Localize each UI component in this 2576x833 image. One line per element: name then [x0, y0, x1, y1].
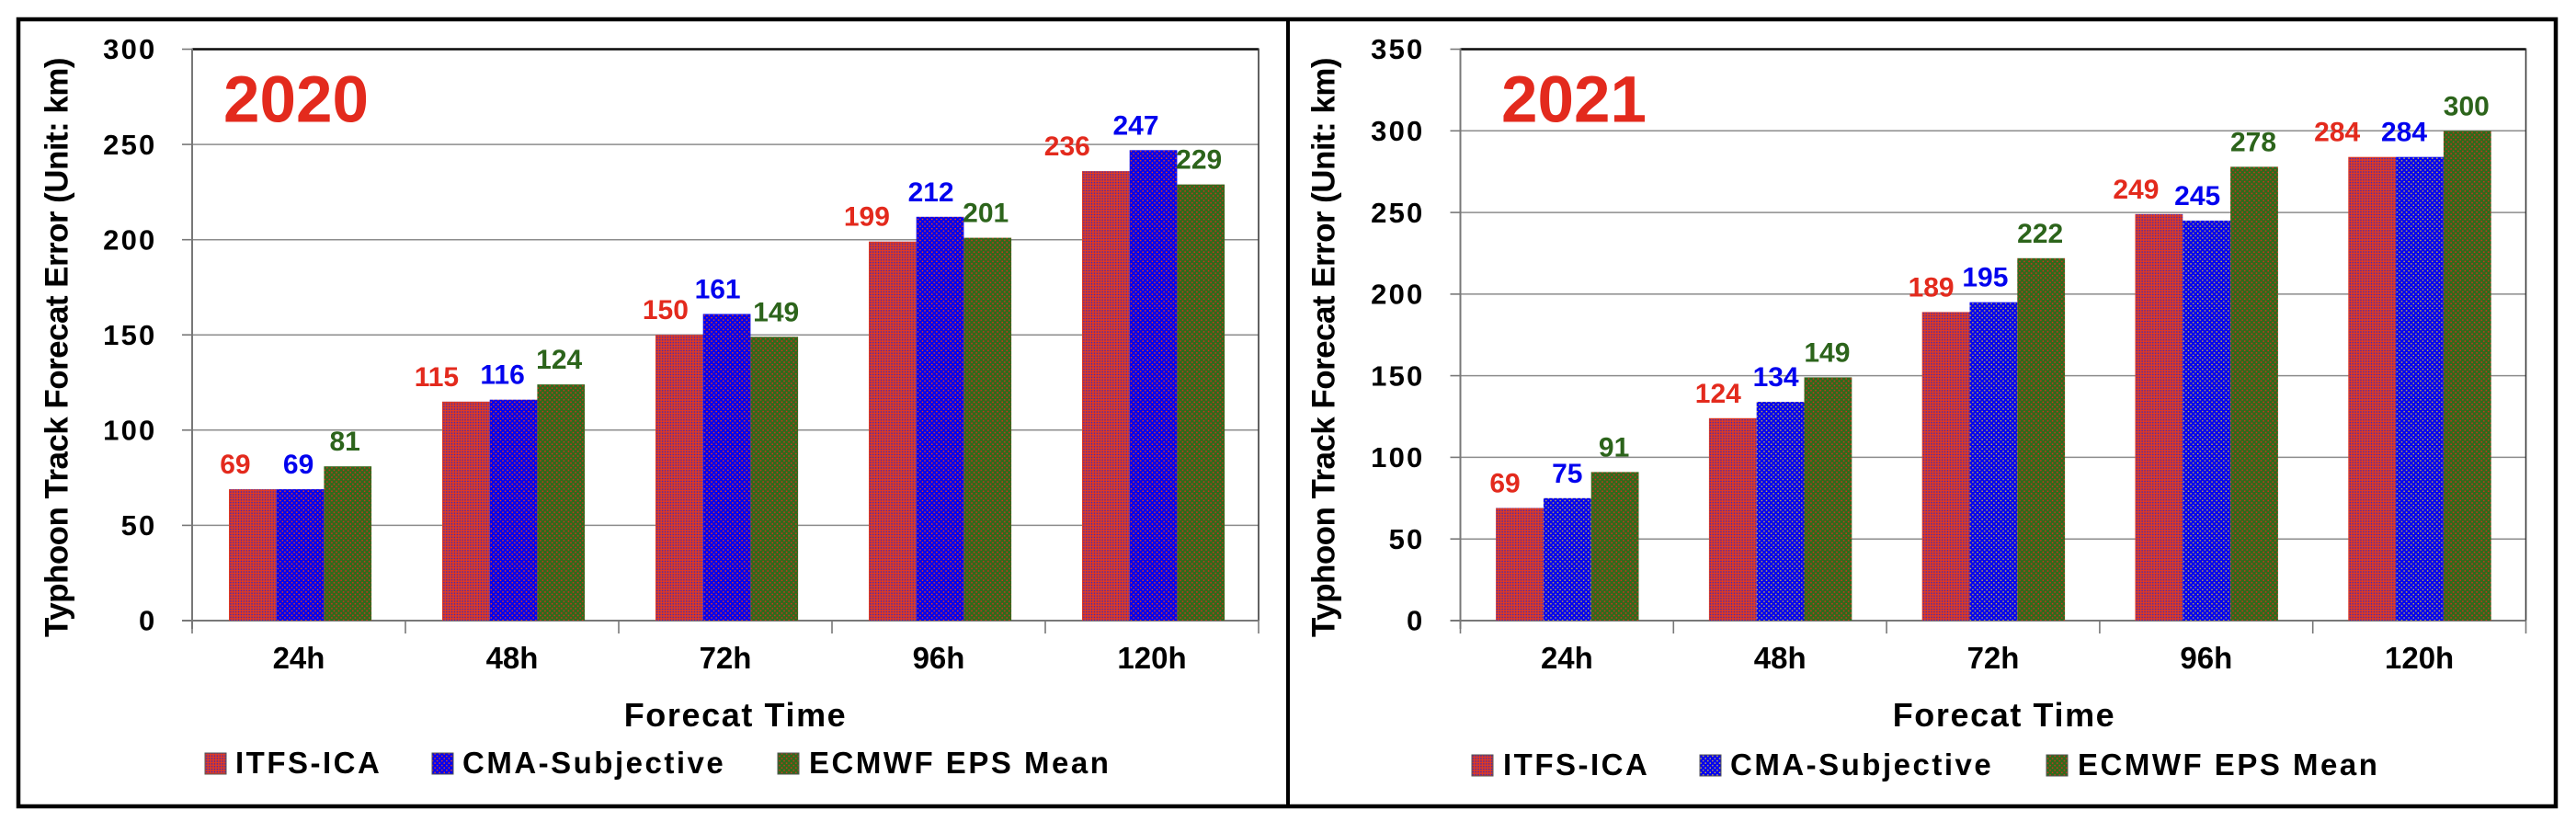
svg-text:236: 236 [1044, 131, 1090, 162]
svg-text:115: 115 [415, 362, 459, 393]
svg-text:250: 250 [1371, 197, 1424, 229]
svg-text:201: 201 [963, 199, 1009, 229]
svg-text:300: 300 [2444, 91, 2490, 121]
svg-text:91: 91 [1599, 432, 1629, 462]
svg-text:124: 124 [1695, 379, 1741, 409]
svg-text:100: 100 [103, 415, 156, 447]
svg-text:24h: 24h [1541, 641, 1593, 675]
svg-text:96h: 96h [913, 641, 965, 675]
svg-text:124: 124 [536, 345, 582, 375]
svg-text:75: 75 [1552, 459, 1582, 489]
svg-text:CMA-Subjective: CMA-Subjective [1730, 747, 1993, 782]
svg-text:ITFS-ICA: ITFS-ICA [235, 746, 382, 780]
svg-text:0: 0 [139, 605, 156, 637]
svg-text:72h: 72h [700, 641, 752, 675]
svg-text:200: 200 [1371, 279, 1424, 311]
svg-text:150: 150 [103, 319, 156, 351]
svg-text:0: 0 [1407, 605, 1424, 637]
svg-text:149: 149 [1804, 337, 1850, 368]
svg-text:CMA-Subjective: CMA-Subjective [462, 746, 725, 780]
svg-text:189: 189 [1909, 272, 1955, 302]
svg-text:81: 81 [330, 427, 360, 457]
svg-text:50: 50 [121, 509, 157, 542]
svg-text:247: 247 [1112, 110, 1158, 141]
svg-text:2021: 2021 [1501, 64, 1647, 137]
svg-text:120h: 120h [2385, 641, 2454, 675]
svg-text:116: 116 [480, 360, 524, 391]
svg-text:ITFS-ICA: ITFS-ICA [1503, 747, 1649, 782]
svg-text:24h: 24h [273, 641, 325, 675]
svg-text:150: 150 [643, 295, 689, 325]
svg-text:150: 150 [1371, 359, 1424, 392]
svg-text:245: 245 [2174, 181, 2220, 211]
svg-text:69: 69 [1489, 469, 1520, 499]
svg-text:222: 222 [2017, 219, 2063, 249]
svg-text:200: 200 [103, 223, 156, 256]
svg-text:48h: 48h [1754, 641, 1807, 675]
svg-text:69: 69 [283, 450, 313, 480]
svg-text:250: 250 [103, 129, 156, 161]
svg-text:ECMWF EPS Mean: ECMWF EPS Mean [2078, 747, 2379, 782]
svg-text:195: 195 [1962, 263, 2008, 293]
svg-text:69: 69 [220, 450, 250, 480]
svg-text:199: 199 [844, 202, 890, 233]
svg-text:134: 134 [1753, 362, 1799, 393]
svg-text:Typhoon Track Forecat Error (U: Typhoon Track Forecat Error (Unit: km) [40, 58, 75, 637]
svg-text:Forecat Time: Forecat Time [624, 696, 848, 734]
svg-text:120h: 120h [1117, 641, 1186, 675]
svg-text:100: 100 [1371, 441, 1424, 474]
svg-text:161: 161 [695, 275, 741, 305]
svg-text:149: 149 [753, 297, 799, 327]
svg-text:278: 278 [2230, 127, 2276, 157]
svg-text:229: 229 [1176, 145, 1222, 176]
svg-text:2020: 2020 [223, 64, 369, 137]
svg-text:300: 300 [103, 33, 156, 65]
svg-text:Forecat Time: Forecat Time [1893, 696, 2116, 734]
svg-text:284: 284 [2314, 118, 2360, 148]
svg-text:Typhoon Track Forecat Error (U: Typhoon Track Forecat Error (Unit: km) [1306, 58, 1342, 637]
svg-text:72h: 72h [1967, 641, 2020, 675]
svg-text:ECMWF EPS Mean: ECMWF EPS Mean [809, 746, 1111, 780]
svg-text:212: 212 [908, 177, 954, 208]
svg-text:96h: 96h [2180, 641, 2232, 675]
svg-text:249: 249 [2113, 175, 2159, 205]
svg-text:300: 300 [1371, 115, 1424, 147]
svg-text:350: 350 [1371, 33, 1424, 65]
svg-text:50: 50 [1389, 523, 1425, 555]
svg-text:48h: 48h [486, 641, 539, 675]
svg-text:284: 284 [2381, 118, 2427, 148]
